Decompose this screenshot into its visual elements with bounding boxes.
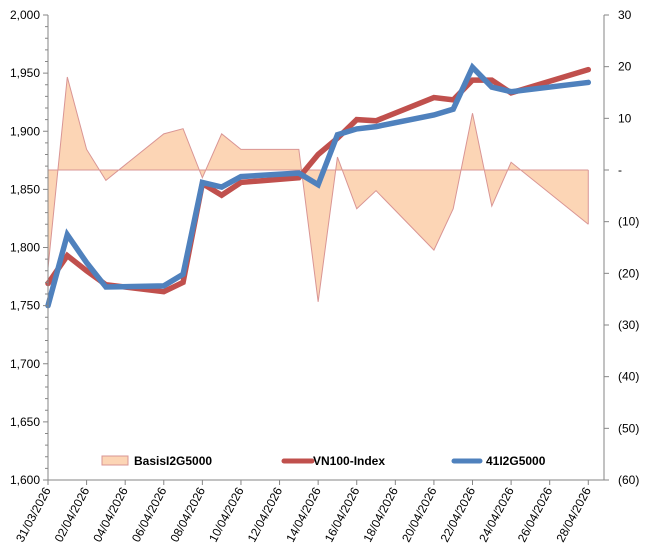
41i2g5000-line (45, 62, 592, 309)
basis-outline (47, 76, 589, 302)
left-tick-label: 1,800 (10, 241, 40, 255)
legend-label-basis: BasisI2G5000 (134, 454, 212, 468)
right-tick-label: 30 (618, 8, 632, 22)
left-tick-label: 2,000 (10, 8, 40, 22)
right-tick-label: (60) (618, 473, 639, 487)
left-tick-label: 1,700 (10, 357, 40, 371)
legend-label-41i2g5000: 41I2G5000 (486, 454, 546, 468)
right-tick-label: 20 (618, 60, 632, 74)
x-tick-label: 02/04/2026 (52, 485, 93, 545)
line-series-layer (45, 62, 592, 309)
x-tick-label: 20/04/2026 (399, 485, 440, 545)
x-tick-label: 16/04/2026 (322, 485, 363, 545)
right-tick-label: 10 (618, 111, 632, 125)
left-tick-label: 1,750 (10, 299, 40, 313)
x-tick-label: 26/04/2026 (515, 485, 556, 545)
right-tick-label: (10) (618, 215, 639, 229)
right-tick-label: (30) (618, 318, 639, 332)
left-axis-ticks: 1,600 1,650 1,700 1,750 1,800 1,850 1,900 1,950… (10, 8, 48, 487)
basis-area-layer (47, 76, 589, 302)
left-tick-label: 1,950 (10, 66, 40, 80)
x-tick-label: 04/04/2026 (90, 485, 131, 545)
right-axis-ticks: (60) (50) (40) (30) (20) (10) - 10 20 30 (604, 8, 639, 487)
axes-layer (47, 15, 605, 481)
x-tick-label: 18/04/2026 (360, 485, 401, 545)
x-axis-ticks: 31/03/202602/04/202604/04/202606/04/2026… (13, 480, 594, 544)
x-tick-label: 24/04/2026 (476, 485, 517, 545)
right-tick-label: (20) (618, 266, 639, 280)
x-tick-label: 22/04/2026 (438, 485, 479, 545)
x-tick-label: 10/04/2026 (206, 485, 247, 545)
right-tick-label: - (618, 163, 622, 177)
x-tick-label: 31/03/2026 (13, 485, 54, 545)
legend: BasisI2G5000 VN100-Index 41I2G5000 (101, 454, 546, 468)
x-tick-label: 08/04/2026 (167, 485, 208, 545)
right-tick-label: (50) (618, 421, 639, 435)
left-tick-label: 1,650 (10, 415, 40, 429)
right-tick-label: (40) (618, 370, 639, 384)
x-tick-label: 14/04/2026 (283, 485, 324, 545)
x-tick-label: 12/04/2026 (245, 485, 286, 545)
x-tick-label: 06/04/2026 (129, 485, 170, 545)
left-tick-label: 1,600 (10, 473, 40, 487)
left-tick-label: 1,900 (10, 124, 40, 138)
legend-swatch-basis (101, 455, 129, 466)
legend-label-vn100: VN100-Index (313, 454, 385, 468)
left-tick-label: 1,850 (10, 182, 40, 196)
basis-area (48, 77, 589, 302)
x-tick-label: 28/04/2026 (553, 485, 594, 545)
